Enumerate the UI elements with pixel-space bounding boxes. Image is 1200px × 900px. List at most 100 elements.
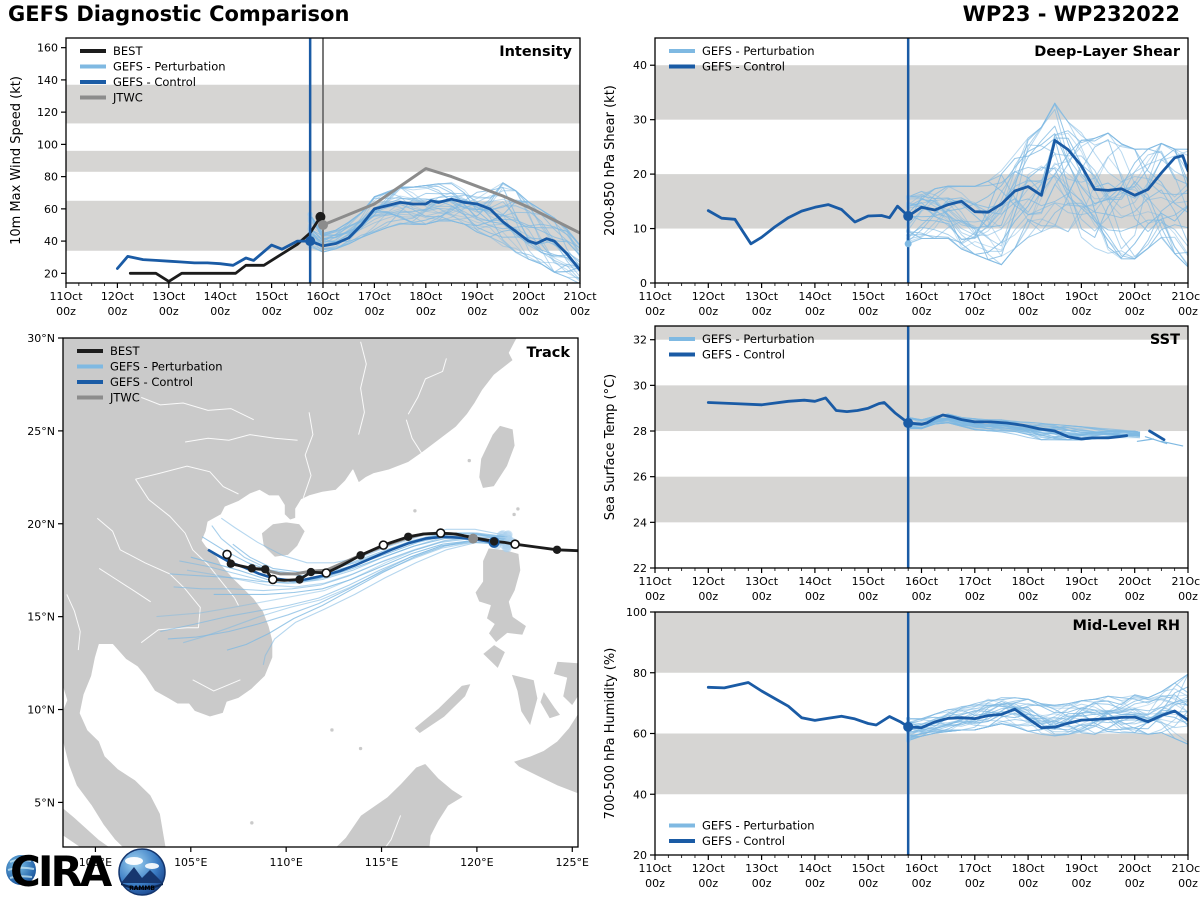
legend-label-3: JTWC xyxy=(109,391,140,405)
svg-text:00z: 00z xyxy=(1072,877,1092,890)
storm-id-title: WP23 - WP232022 xyxy=(962,2,1180,26)
svg-text:40: 40 xyxy=(44,235,58,248)
svg-text:19Oct: 19Oct xyxy=(1065,575,1099,588)
svg-text:110°E: 110°E xyxy=(269,856,302,869)
svg-text:00z: 00z xyxy=(645,877,665,890)
svg-text:140: 140 xyxy=(37,74,58,87)
svg-text:20°N: 20°N xyxy=(27,518,55,531)
svg-text:32: 32 xyxy=(633,334,647,347)
svg-text:21Oct: 21Oct xyxy=(1171,862,1200,875)
svg-text:17Oct: 17Oct xyxy=(958,575,992,588)
svg-text:16Oct: 16Oct xyxy=(905,290,939,303)
svg-text:00z: 00z xyxy=(858,305,878,318)
svg-text:00z: 00z xyxy=(965,590,985,603)
svg-text:00z: 00z xyxy=(805,305,825,318)
svg-text:24: 24 xyxy=(633,516,647,529)
intensity-y-axis-label: 10m Max Wind Speed (kt) xyxy=(9,76,24,245)
intensity-plot-area xyxy=(66,38,580,283)
svg-text:11Oct: 11Oct xyxy=(638,575,672,588)
svg-text:00z: 00z xyxy=(1125,305,1145,318)
svg-text:18Oct: 18Oct xyxy=(1012,290,1046,303)
svg-text:20: 20 xyxy=(633,849,647,862)
svg-text:13Oct: 13Oct xyxy=(152,290,186,303)
legend-label-0: BEST xyxy=(113,44,143,58)
svg-text:00z: 00z xyxy=(965,877,985,890)
svg-text:18Oct: 18Oct xyxy=(1012,862,1046,875)
svg-text:125°E: 125°E xyxy=(556,856,589,869)
svg-text:00z: 00z xyxy=(1178,305,1198,318)
svg-text:00z: 00z xyxy=(805,590,825,603)
legend-label-2: GEFS - Control xyxy=(110,375,193,389)
rammb-logo: RAMMB xyxy=(118,848,166,896)
svg-text:00z: 00z xyxy=(1072,590,1092,603)
svg-text:00z: 00z xyxy=(858,877,878,890)
svg-text:00z: 00z xyxy=(570,305,590,318)
svg-text:60: 60 xyxy=(44,203,58,216)
svg-text:12Oct: 12Oct xyxy=(692,290,726,303)
svg-text:5°N: 5°N xyxy=(34,796,55,809)
svg-text:00z: 00z xyxy=(752,877,772,890)
svg-text:17Oct: 17Oct xyxy=(958,290,992,303)
svg-text:19Oct: 19Oct xyxy=(1065,290,1099,303)
svg-text:00z: 00z xyxy=(912,590,932,603)
shear-plot-area xyxy=(655,38,1188,283)
gefs-control-series xyxy=(706,139,1188,246)
cira-logo: CIRA xyxy=(6,847,116,896)
jtwc-series xyxy=(321,167,580,235)
sst-y-axis-label: Sea Surface Temp (°C) xyxy=(603,374,618,521)
svg-text:120: 120 xyxy=(37,106,58,119)
svg-text:00z: 00z xyxy=(1178,590,1198,603)
shear-corner-title: Deep-Layer Shear xyxy=(1034,44,1181,60)
map-frame xyxy=(62,337,579,848)
svg-text:28: 28 xyxy=(633,425,647,438)
svg-text:19Oct: 19Oct xyxy=(461,290,495,303)
svg-text:00z: 00z xyxy=(108,305,128,318)
svg-text:20Oct: 20Oct xyxy=(1118,862,1152,875)
rh-corner-title: Mid-Level RH xyxy=(1073,618,1180,634)
svg-text:20: 20 xyxy=(44,267,58,280)
svg-text:160: 160 xyxy=(37,42,58,55)
svg-text:30: 30 xyxy=(633,114,647,127)
svg-text:00z: 00z xyxy=(912,305,932,318)
intensity-corner-title: Intensity xyxy=(499,44,572,60)
svg-text:00z: 00z xyxy=(912,877,932,890)
sst-plot-area xyxy=(655,326,1188,568)
intensity-chart: 11Oct 00z 12Oct 00z 13Oct 00z 14Oct 00z 15Oct 00z… xyxy=(9,37,597,318)
svg-text:00z: 00z xyxy=(1018,305,1038,318)
svg-text:14Oct: 14Oct xyxy=(798,290,832,303)
legend-label-1: GEFS - Control xyxy=(702,834,785,848)
svg-text:17Oct: 17Oct xyxy=(958,862,992,875)
svg-text:00z: 00z xyxy=(752,305,772,318)
legend-label-0: GEFS - Perturbation xyxy=(702,819,815,833)
svg-text:40: 40 xyxy=(633,59,647,72)
pert-ext-3-series xyxy=(1136,438,1154,442)
svg-text:00z: 00z xyxy=(262,305,282,318)
svg-text:00z: 00z xyxy=(467,305,487,318)
svg-text:00z: 00z xyxy=(805,877,825,890)
legend-label-2: GEFS - Control xyxy=(113,75,196,89)
svg-text:11Oct: 11Oct xyxy=(638,862,672,875)
svg-text:100°E: 100°E xyxy=(79,856,112,869)
svg-text:13Oct: 13Oct xyxy=(745,862,779,875)
sst-band-0 xyxy=(655,476,1188,523)
svg-text:00z: 00z xyxy=(1125,590,1145,603)
gefs-control-series xyxy=(116,197,580,272)
svg-text:20Oct: 20Oct xyxy=(512,290,546,303)
svg-text:22: 22 xyxy=(633,562,647,575)
svg-text:12Oct: 12Oct xyxy=(692,575,726,588)
svg-text:18Oct: 18Oct xyxy=(409,290,443,303)
svg-text:17Oct: 17Oct xyxy=(358,290,392,303)
svg-text:00z: 00z xyxy=(1072,305,1092,318)
svg-text:00z: 00z xyxy=(645,305,665,318)
svg-text:13Oct: 13Oct xyxy=(745,290,779,303)
svg-text:14Oct: 14Oct xyxy=(798,575,832,588)
sst-corner-title: SST xyxy=(1150,332,1180,348)
deep-layer-shear-chart: 11Oct 00z 12Oct 00z 13Oct 00z 14Oct 00z 15Oct 00z… xyxy=(603,37,1200,318)
svg-text:26: 26 xyxy=(633,471,647,484)
rh-band-0 xyxy=(655,733,1188,795)
svg-text:15Oct: 15Oct xyxy=(852,575,886,588)
rh-plot-area xyxy=(655,612,1188,855)
svg-text:00z: 00z xyxy=(313,305,333,318)
cira-wordmark: CIRA xyxy=(10,847,113,896)
